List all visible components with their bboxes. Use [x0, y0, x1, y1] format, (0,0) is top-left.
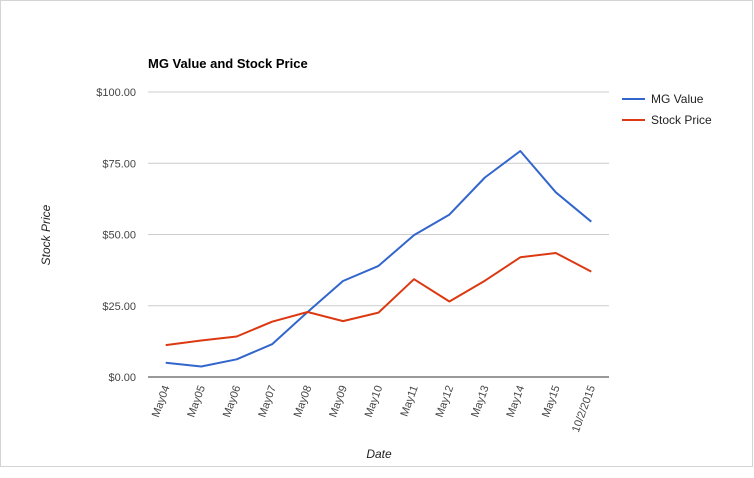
background-frame — [0, 0, 753, 467]
y-axis-ticks: $0.00 $25.00 $50.00 $75.00 $100.00 — [96, 87, 136, 384]
y-tick-label: $0.00 — [108, 372, 136, 384]
legend-entry: MG Value — [651, 92, 704, 106]
x-axis-label: Date — [366, 447, 392, 461]
y-tick-label: $25.00 — [102, 301, 136, 313]
y-tick-label: $75.00 — [102, 158, 136, 170]
legend: MG Value Stock Price — [622, 92, 712, 127]
gridlines — [148, 91, 609, 378]
series-line-stock-price — [165, 252, 592, 347]
series-line-mg-value — [165, 150, 592, 368]
y-tick-label: $100.00 — [96, 87, 136, 99]
series-lines — [165, 150, 592, 368]
legend-entry: Stock Price — [651, 113, 712, 127]
y-axis-label: Stock Price — [39, 204, 53, 265]
y-tick-label: $50.00 — [102, 230, 136, 242]
chart-title: MG Value and Stock Price — [148, 56, 308, 71]
